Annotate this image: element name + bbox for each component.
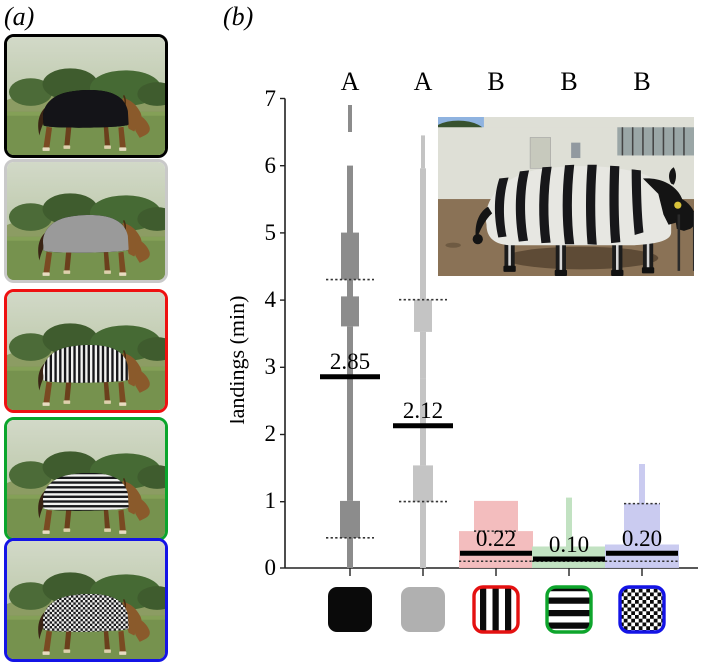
svg-text:6: 6 bbox=[265, 153, 277, 178]
svg-text:2.12: 2.12 bbox=[403, 398, 443, 423]
svg-text:4: 4 bbox=[265, 287, 277, 312]
svg-text:1: 1 bbox=[265, 488, 277, 513]
svg-text:B: B bbox=[633, 67, 650, 96]
svg-text:0.10: 0.10 bbox=[549, 532, 589, 557]
svg-text:0.22: 0.22 bbox=[476, 526, 516, 551]
svg-text:A: A bbox=[414, 67, 433, 96]
svg-text:2: 2 bbox=[265, 421, 277, 446]
svg-text:0.20: 0.20 bbox=[622, 526, 662, 551]
svg-text:0: 0 bbox=[265, 555, 277, 580]
svg-text:3: 3 bbox=[265, 354, 277, 379]
svg-text:2.85: 2.85 bbox=[330, 349, 370, 374]
svg-text:landings (min): landings (min) bbox=[230, 296, 249, 425]
svg-text:A: A bbox=[341, 67, 360, 96]
svg-text:B: B bbox=[487, 67, 504, 96]
svg-text:B: B bbox=[560, 67, 577, 96]
svg-text:7: 7 bbox=[265, 86, 277, 111]
svg-text:5: 5 bbox=[265, 220, 277, 245]
